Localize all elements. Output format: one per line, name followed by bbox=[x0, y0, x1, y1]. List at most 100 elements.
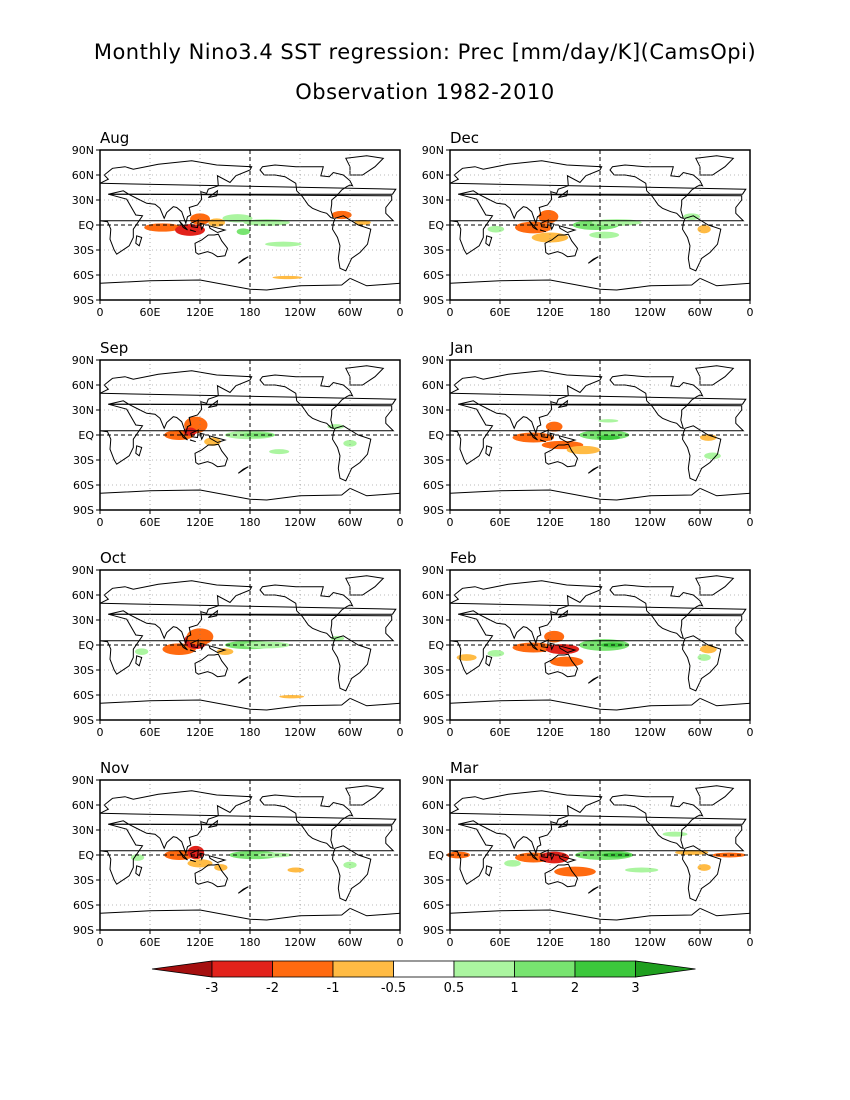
coastline bbox=[549, 852, 555, 861]
lon-tick-label: 180 bbox=[590, 726, 611, 739]
coastline bbox=[99, 193, 395, 255]
lat-tick-label: 30S bbox=[73, 874, 94, 887]
coastline bbox=[449, 697, 751, 721]
lat-tick-label: 30N bbox=[422, 614, 444, 627]
lon-tick-label: 60E bbox=[490, 726, 511, 739]
anomaly-blob bbox=[269, 449, 290, 455]
coastline bbox=[558, 189, 569, 198]
coastline bbox=[178, 220, 188, 231]
coastline bbox=[345, 785, 385, 806]
coastline bbox=[544, 233, 579, 258]
coastline bbox=[449, 193, 745, 255]
coastline bbox=[178, 640, 188, 651]
coastline bbox=[540, 639, 549, 649]
coastline bbox=[178, 430, 188, 441]
lon-tick-label: 180 bbox=[590, 516, 611, 529]
coastline bbox=[259, 794, 354, 850]
lon-tick-label: 0 bbox=[97, 306, 104, 319]
lat-tick-label: 30N bbox=[72, 614, 94, 627]
coastline bbox=[449, 277, 751, 301]
coastline bbox=[485, 865, 493, 877]
lat-tick-label: 60S bbox=[73, 269, 94, 282]
lat-tick-label: EQ bbox=[78, 429, 94, 442]
lat-tick-label: 90S bbox=[73, 924, 94, 937]
colorbar-segment bbox=[393, 960, 455, 978]
lon-tick-label: 120E bbox=[536, 306, 564, 319]
coastline bbox=[485, 235, 493, 247]
lat-tick-label: 30S bbox=[73, 244, 94, 257]
figure-subtitle: Observation 1982-2010 bbox=[295, 80, 555, 104]
coastline bbox=[331, 215, 372, 272]
coastline bbox=[135, 865, 143, 877]
lon-tick-label: 120E bbox=[536, 936, 564, 949]
coastline bbox=[609, 374, 704, 430]
anomaly-blob bbox=[258, 852, 292, 858]
lon-tick-label: 60E bbox=[490, 516, 511, 529]
coastline bbox=[194, 233, 229, 258]
coastline bbox=[485, 445, 493, 457]
lat-tick-label: 30S bbox=[73, 664, 94, 677]
lat-tick-label: 90S bbox=[423, 504, 444, 517]
coastline bbox=[549, 642, 555, 651]
coastline bbox=[189, 859, 196, 863]
coastline bbox=[539, 439, 546, 443]
lon-tick-label: 180 bbox=[590, 936, 611, 949]
coastline bbox=[558, 819, 569, 828]
coastline bbox=[259, 374, 354, 430]
anomaly-blob bbox=[589, 231, 620, 239]
lat-tick-label: EQ bbox=[428, 849, 444, 862]
lat-tick-label: EQ bbox=[78, 849, 94, 862]
coastline bbox=[540, 849, 549, 859]
coastline bbox=[539, 649, 546, 653]
coastline bbox=[208, 435, 227, 444]
lat-tick-label: 30N bbox=[72, 194, 94, 207]
lon-tick-label: 120W bbox=[284, 306, 316, 319]
coastline bbox=[681, 425, 722, 482]
coastline bbox=[539, 859, 546, 863]
lon-tick-label: 0 bbox=[397, 306, 404, 319]
anomaly-blob bbox=[243, 641, 290, 649]
coastline bbox=[194, 443, 229, 468]
coastline bbox=[135, 445, 143, 457]
lat-tick-label: 30N bbox=[422, 824, 444, 837]
lon-tick-label: 0 bbox=[747, 936, 754, 949]
coastline bbox=[199, 852, 205, 861]
coastline bbox=[194, 863, 229, 888]
lat-tick-label: 90N bbox=[72, 774, 94, 787]
coastline bbox=[208, 819, 219, 828]
lon-tick-label: 120E bbox=[186, 726, 214, 739]
colorbar-level-label: 1 bbox=[510, 981, 518, 996]
lon-tick-label: 180 bbox=[590, 306, 611, 319]
precip-anomaly-layer bbox=[446, 831, 746, 877]
lon-tick-label: 60E bbox=[140, 726, 161, 739]
coastline bbox=[558, 855, 577, 864]
lat-tick-label: 30S bbox=[423, 454, 444, 467]
lon-tick-label: 0 bbox=[447, 306, 454, 319]
coastline bbox=[449, 907, 751, 931]
coastline bbox=[208, 225, 227, 234]
lat-tick-label: 60S bbox=[73, 479, 94, 492]
coastline bbox=[208, 189, 219, 198]
coastline bbox=[609, 164, 704, 220]
coastline bbox=[237, 886, 249, 894]
coastline bbox=[345, 365, 385, 386]
coastline bbox=[449, 370, 747, 436]
coastline bbox=[587, 886, 599, 894]
lon-tick-label: 120E bbox=[536, 516, 564, 529]
lon-tick-label: 0 bbox=[447, 936, 454, 949]
colorbar-level-label: 2 bbox=[571, 981, 579, 996]
anomaly-blob bbox=[214, 864, 228, 871]
coastline bbox=[99, 277, 401, 301]
lat-tick-label: 60S bbox=[423, 689, 444, 702]
lon-tick-label: 120W bbox=[284, 516, 316, 529]
lat-tick-label: 60N bbox=[72, 379, 94, 392]
coastline bbox=[695, 365, 735, 386]
lon-tick-label: 120W bbox=[284, 726, 316, 739]
lon-tick-label: 60E bbox=[490, 936, 511, 949]
anomaly-blob bbox=[697, 654, 711, 661]
lat-tick-label: 30N bbox=[422, 194, 444, 207]
